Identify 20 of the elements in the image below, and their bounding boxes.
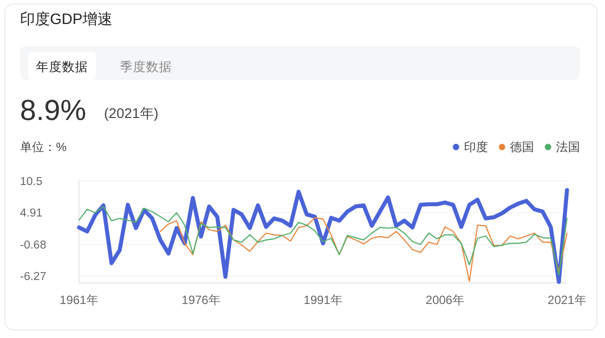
- y-tick-label: -6.27: [20, 271, 46, 284]
- x-tick-label: 2006年: [426, 293, 464, 307]
- x-tick-label: 1961年: [60, 293, 98, 307]
- y-tick-label: -0.68: [20, 239, 46, 252]
- y-tick-label: 10.5: [20, 176, 42, 188]
- x-tick-label: 2021年: [548, 293, 586, 307]
- text: 8.9%: [20, 95, 86, 127]
- text: 季度数据: [120, 59, 172, 74]
- x-tick-label: 1976年: [182, 293, 220, 307]
- x-tick-label: 1991年: [304, 293, 342, 307]
- line-series: [78, 206, 568, 276]
- y-axis-title: 单位：%: [20, 140, 67, 154]
- text: 年度数据: [36, 59, 88, 74]
- chart-title: 印度GDP增速: [20, 11, 113, 28]
- legend-label: 印度: [464, 140, 488, 154]
- line-series: [160, 217, 568, 282]
- y-tick-label: 4.91: [20, 208, 42, 220]
- legend-label: 德国: [510, 140, 534, 154]
- text: (2021年): [104, 105, 158, 121]
- legend-label: 法国: [556, 140, 580, 154]
